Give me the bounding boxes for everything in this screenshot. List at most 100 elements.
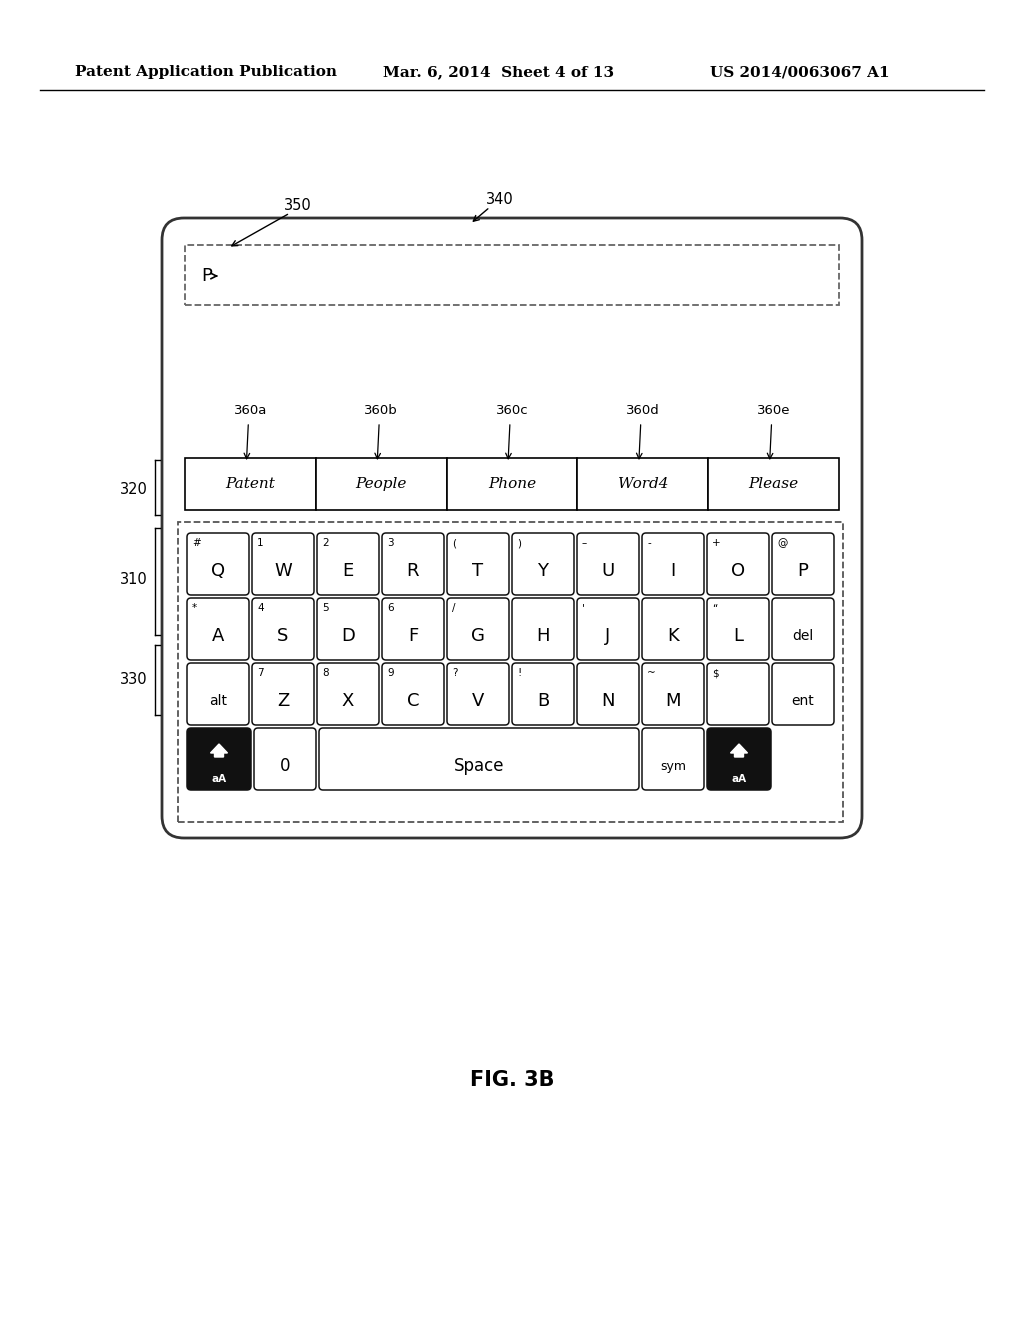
FancyBboxPatch shape [707,729,771,789]
FancyBboxPatch shape [446,458,578,510]
Text: Mar. 6, 2014  Sheet 4 of 13: Mar. 6, 2014 Sheet 4 of 13 [383,65,614,79]
Text: 350: 350 [284,198,312,213]
Text: Word4: Word4 [617,477,668,491]
Text: 330: 330 [121,672,148,688]
Text: Please: Please [749,477,799,491]
FancyArrow shape [730,744,748,756]
Text: O: O [731,562,745,581]
Text: 1: 1 [257,539,263,548]
FancyBboxPatch shape [577,598,639,660]
Text: “: “ [712,603,718,612]
FancyBboxPatch shape [447,533,509,595]
Bar [178,521,843,822]
FancyBboxPatch shape [319,729,639,789]
Text: ent: ent [792,694,814,709]
Text: J: J [605,627,610,645]
FancyBboxPatch shape [512,663,574,725]
Text: aA: aA [211,774,226,784]
Text: 360e: 360e [757,404,791,417]
Text: *: * [193,603,198,612]
FancyBboxPatch shape [642,663,705,725]
Text: 360a: 360a [233,404,267,417]
FancyBboxPatch shape [642,598,705,660]
FancyBboxPatch shape [772,598,834,660]
Text: Y: Y [538,562,549,581]
Text: G: G [471,627,485,645]
FancyBboxPatch shape [252,533,314,595]
FancyBboxPatch shape [317,598,379,660]
FancyBboxPatch shape [162,218,862,838]
FancyBboxPatch shape [382,598,444,660]
FancyBboxPatch shape [315,458,446,510]
FancyBboxPatch shape [577,663,639,725]
Text: 4: 4 [257,603,263,612]
Text: 360c: 360c [496,404,528,417]
Text: sym: sym [660,760,686,772]
Text: +: + [712,539,721,548]
Text: 8: 8 [322,668,329,678]
FancyBboxPatch shape [707,598,769,660]
Text: 360d: 360d [626,404,659,417]
Text: 0: 0 [280,758,290,775]
Text: #: # [193,539,201,548]
Text: P: P [798,562,808,581]
FancyBboxPatch shape [642,729,705,789]
Text: W: W [274,562,292,581]
FancyBboxPatch shape [185,458,315,510]
Text: 2: 2 [322,539,329,548]
FancyBboxPatch shape [577,533,639,595]
FancyBboxPatch shape [447,598,509,660]
Text: alt: alt [209,694,227,709]
Text: ': ' [582,603,585,612]
FancyArrow shape [211,744,227,756]
Text: -: - [647,539,650,548]
FancyBboxPatch shape [187,729,251,789]
Text: S: S [278,627,289,645]
Text: B: B [537,692,549,710]
Text: ~: ~ [647,668,655,678]
Text: U: U [601,562,614,581]
FancyBboxPatch shape [252,598,314,660]
Text: Patent Application Publication: Patent Application Publication [75,65,337,79]
Text: 340: 340 [486,193,514,207]
Text: Phone: Phone [488,477,536,491]
Text: 320: 320 [120,483,148,498]
Text: 5: 5 [322,603,329,612]
Text: 6: 6 [387,603,393,612]
Text: (: ( [452,539,456,548]
Text: del: del [793,630,814,643]
FancyBboxPatch shape [512,598,574,660]
Text: Space: Space [454,758,504,775]
FancyBboxPatch shape [187,663,249,725]
Text: D: D [341,627,355,645]
Text: V: V [472,692,484,710]
Text: ): ) [517,539,521,548]
FancyBboxPatch shape [382,533,444,595]
FancyBboxPatch shape [709,458,839,510]
Text: 360b: 360b [365,404,398,417]
FancyBboxPatch shape [707,533,769,595]
Text: M: M [666,692,681,710]
Text: I: I [671,562,676,581]
Text: E: E [342,562,353,581]
Text: Patent: Patent [225,477,275,491]
Text: 7: 7 [257,668,263,678]
Text: @: @ [777,539,787,548]
FancyBboxPatch shape [382,663,444,725]
FancyBboxPatch shape [578,458,709,510]
Text: 310: 310 [120,573,148,587]
FancyBboxPatch shape [772,533,834,595]
Text: !: ! [517,668,521,678]
Text: X: X [342,692,354,710]
Text: N: N [601,692,614,710]
Text: K: K [667,627,679,645]
Text: aA: aA [731,774,746,784]
Text: L: L [733,627,743,645]
Text: C: C [407,692,419,710]
FancyBboxPatch shape [187,533,249,595]
Text: /: / [452,603,456,612]
FancyBboxPatch shape [252,663,314,725]
Text: People: People [355,477,407,491]
FancyBboxPatch shape [642,533,705,595]
Text: $: $ [712,668,719,678]
